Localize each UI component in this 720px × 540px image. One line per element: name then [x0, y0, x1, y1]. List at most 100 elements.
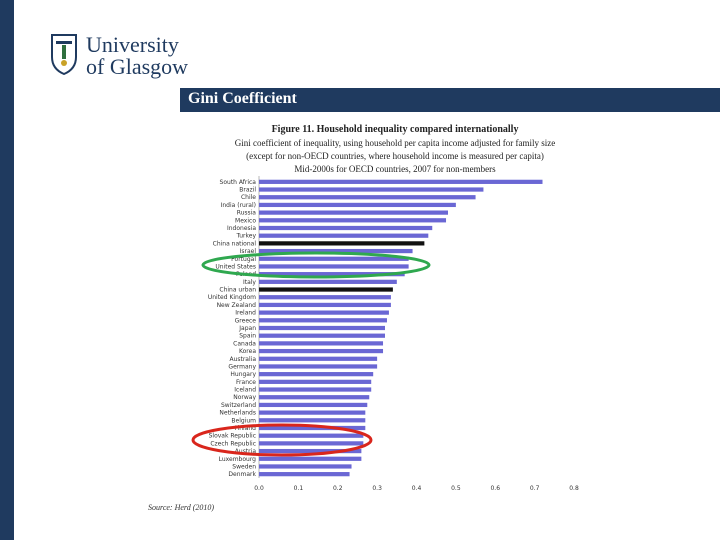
figure-subtitle-2: (except for non-OECD countries, where ho…	[246, 151, 544, 161]
bar-norway	[259, 395, 370, 400]
bar-portugal	[259, 256, 409, 261]
bar-indonesia	[259, 225, 433, 231]
logo-line-2: of Glasgow	[86, 54, 189, 79]
bar-turkey	[259, 233, 429, 238]
category-label: China urban	[219, 287, 256, 294]
category-label: Netherlands	[219, 410, 256, 417]
category-label: Israel	[240, 248, 257, 255]
category-label: United Kingdom	[208, 294, 256, 301]
category-label: India (rural)	[221, 202, 256, 209]
bar-denmark	[259, 472, 350, 477]
category-label: Brazil	[239, 187, 256, 194]
university-crest-icon	[51, 34, 77, 75]
category-label: Portugal	[231, 256, 256, 263]
bar-canada	[259, 341, 384, 346]
category-label: Greece	[235, 317, 257, 324]
figure-title: Figure 11. Household inequality compared…	[271, 124, 519, 135]
category-label: Norway	[233, 394, 256, 401]
bar-switzerland	[259, 402, 368, 408]
bar-hungary	[259, 372, 374, 377]
category-label: Turkey	[235, 233, 256, 240]
bar-slovak-republic	[259, 433, 364, 438]
green-highlight-ellipse	[201, 251, 431, 279]
x-tick-label: 0.6	[490, 485, 500, 492]
figure-subtitle-3: Mid-2000s for OECD countries, 2007 for n…	[294, 164, 496, 174]
x-tick-label: 0.7	[530, 485, 540, 492]
figure-subtitle-1: Gini coefficient of inequality, using ho…	[234, 138, 556, 148]
bar-france	[259, 379, 372, 384]
category-label: France	[236, 379, 256, 386]
bar-austria	[259, 448, 362, 454]
bar-luxembourg	[259, 456, 362, 461]
category-label: United States	[215, 263, 256, 270]
bar-netherlands	[259, 410, 366, 415]
bar-poland	[259, 272, 405, 277]
bar-ireland	[259, 310, 389, 315]
category-label: Czech Republic	[210, 440, 256, 447]
category-label: Italy	[243, 279, 256, 286]
category-label: Iceland	[234, 387, 256, 394]
x-tick-label: 0.8	[569, 485, 579, 492]
bar-czech-republic	[259, 441, 364, 446]
x-tick-label: 0.1	[294, 485, 304, 492]
category-label: Spain	[239, 333, 256, 340]
category-label: Mexico	[235, 217, 256, 224]
bar-korea	[259, 348, 384, 354]
bar-australia	[259, 356, 378, 361]
category-label: Germany	[228, 363, 256, 370]
bar-finland	[259, 425, 366, 431]
category-label: Belgium	[231, 417, 256, 424]
category-label: Austria	[235, 448, 257, 455]
category-label: South Africa	[220, 179, 257, 186]
bar-sweden	[259, 464, 352, 469]
bar-iceland	[259, 387, 372, 392]
category-label: Canada	[233, 340, 256, 347]
bar-united-states	[259, 264, 409, 269]
bar-chile	[259, 195, 476, 200]
category-label: Australia	[229, 356, 256, 363]
category-label: Denmark	[228, 471, 256, 478]
x-tick-label: 0.4	[412, 485, 422, 492]
bar-south-africa	[259, 179, 543, 184]
bar-russia	[259, 210, 448, 215]
category-label: Russia	[237, 210, 257, 217]
category-label: Switzerland	[221, 402, 256, 409]
bar-germany	[259, 364, 378, 369]
bar-mexico	[259, 218, 447, 223]
category-label: Luxembourg	[219, 456, 257, 463]
slide-title-bar: Gini Coefficient	[180, 88, 720, 112]
category-label: Slovak Republic	[209, 433, 256, 440]
x-tick-label: 0.2	[333, 485, 343, 492]
category-label: Ireland	[235, 310, 256, 317]
x-tick-label: 0.0	[254, 485, 264, 492]
category-label: Hungary	[230, 371, 256, 378]
figure-source: Source: Herd (2010)	[148, 503, 215, 512]
category-label: Finland	[235, 425, 257, 432]
bar-belgium	[259, 418, 366, 423]
slide-title: Gini Coefficient	[188, 90, 297, 107]
category-label: Indonesia	[227, 225, 256, 232]
bar-china-urban	[259, 287, 393, 292]
bar-spain	[259, 333, 385, 338]
bar-india-rural	[259, 202, 456, 208]
category-label: Chile	[241, 194, 256, 201]
bar-united-kingdom	[259, 295, 391, 300]
bar-brazil	[259, 187, 484, 192]
bar-new-zealand	[259, 302, 391, 308]
bar-greece	[259, 318, 387, 323]
category-label: Japan	[238, 325, 256, 332]
x-tick-label: 0.5	[451, 485, 461, 492]
university-logo: University of Glasgow	[50, 30, 190, 80]
category-label: Sweden	[232, 463, 256, 470]
red-highlight-ellipse	[191, 423, 373, 457]
category-label: China national	[213, 240, 257, 247]
logo-line-1: University	[86, 32, 179, 57]
category-label: New Zealand	[217, 302, 257, 309]
category-label: Korea	[239, 348, 256, 355]
bar-japan	[259, 325, 385, 331]
bar-china-national	[259, 241, 425, 246]
bar-italy	[259, 279, 397, 284]
bar-israel	[259, 248, 413, 254]
left-accent-bar	[0, 0, 14, 540]
